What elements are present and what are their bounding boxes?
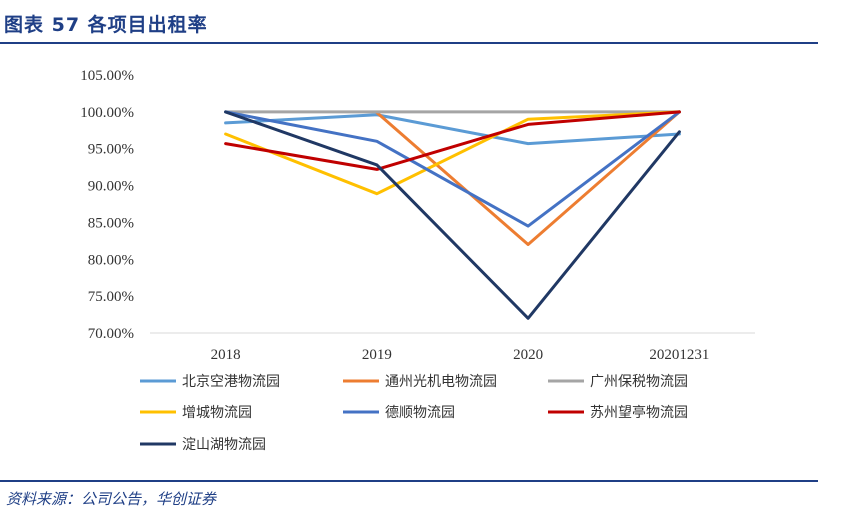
source-note: 资料来源：公司公告，华创证券	[6, 490, 217, 508]
series-line	[375, 110, 681, 246]
y-tick-label: 105.00%	[80, 68, 134, 84]
legend-label: 苏州望亭物流园	[590, 404, 688, 421]
x-tick-label: 2020	[513, 347, 543, 363]
x-tick-label: 20201231	[649, 347, 709, 363]
y-tick-label: 90.00%	[88, 179, 134, 195]
series-line	[224, 113, 681, 146]
series-line	[224, 110, 681, 171]
series-group	[224, 110, 681, 320]
y-axis: 105.00% 100.00% 95.00% 90.00% 85.00% 80.00% 75…	[80, 68, 134, 342]
y-tick-label: 80.00%	[88, 252, 134, 268]
series-line	[224, 110, 681, 228]
legend-label: 淀山湖物流园	[182, 437, 266, 453]
legend-label: 广州保税物流园	[590, 374, 688, 390]
x-tick-label: 2018	[211, 347, 241, 363]
bottom-rule	[0, 480, 818, 482]
legend-label: 北京空港物流园	[182, 374, 280, 390]
legend-label: 德顺物流园	[385, 405, 455, 421]
legend-label: 增城物流园	[182, 405, 252, 421]
series-line	[224, 110, 681, 320]
figure-title: 图表 57 各项目出租率	[4, 14, 208, 36]
x-axis: 2018 2019 2020 20201231	[211, 347, 710, 363]
legend-label: 通州光机电物流园	[385, 374, 497, 390]
y-tick-label: 100.00%	[80, 105, 134, 121]
series-line	[224, 110, 681, 196]
top-rule	[0, 42, 818, 44]
y-tick-label: 70.00%	[88, 326, 134, 342]
line-chart: 105.00% 100.00% 95.00% 90.00% 85.00% 80.00% 75…	[80, 68, 755, 453]
y-tick-label: 95.00%	[88, 142, 134, 158]
y-tick-label: 75.00%	[88, 289, 134, 305]
x-tick-label: 2019	[362, 347, 392, 363]
y-tick-label: 85.00%	[88, 215, 134, 231]
